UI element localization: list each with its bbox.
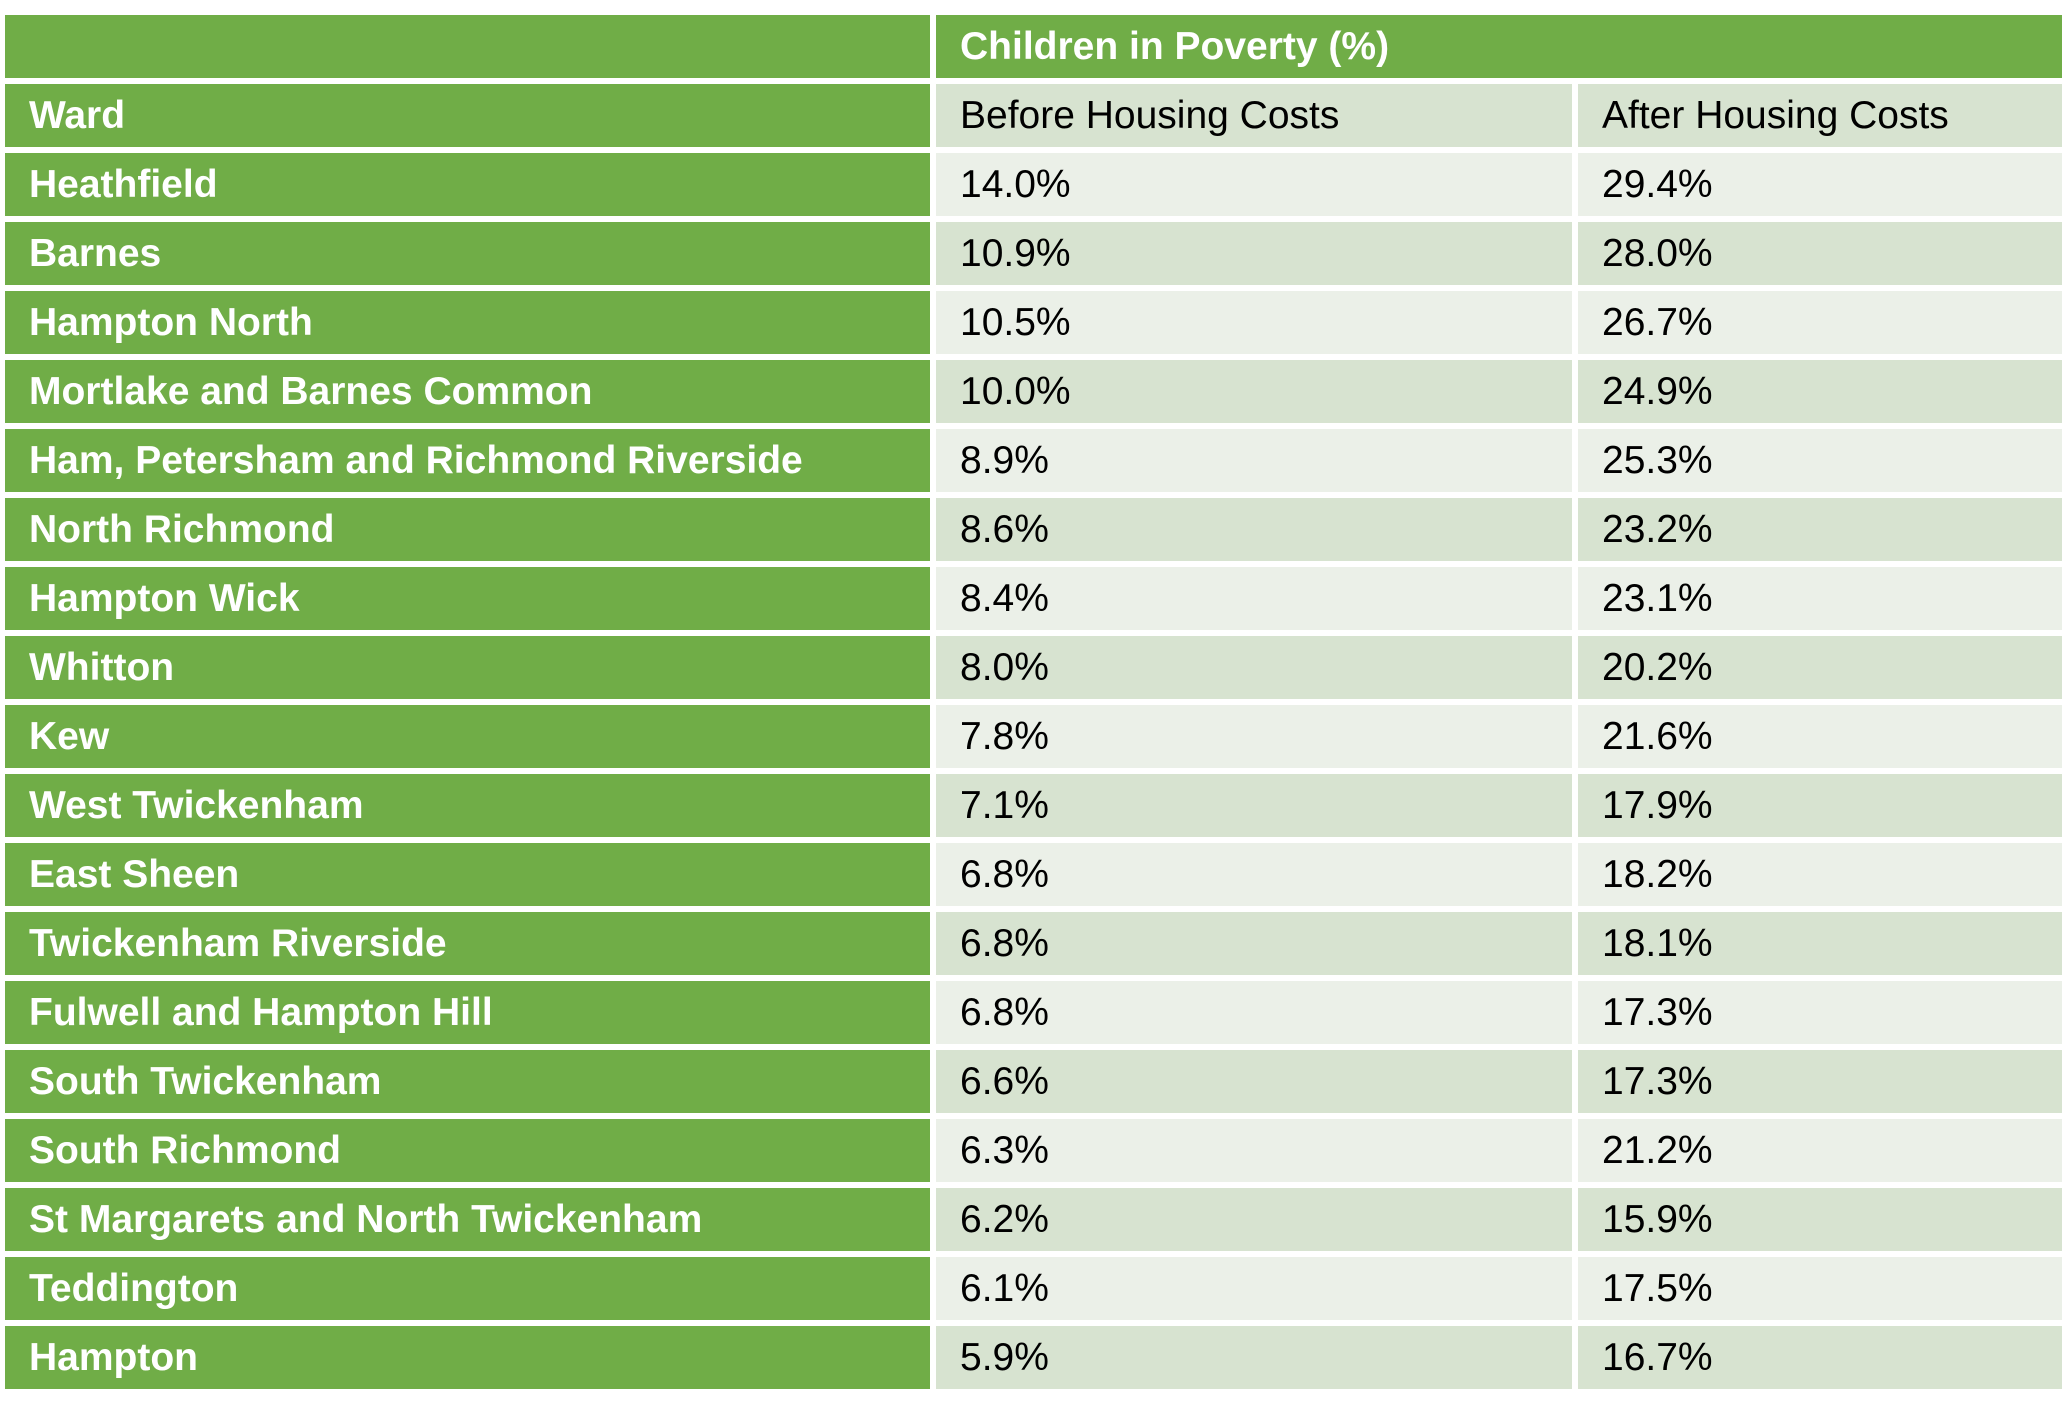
ward-name-cell: Hampton: [5, 1326, 930, 1389]
after-housing-costs-cell: 16.7%: [1578, 1326, 2062, 1389]
before-housing-costs-cell: 5.9%: [936, 1326, 1572, 1389]
table-row: St Margarets and North Twickenham 6.2% 15.…: [5, 1188, 2062, 1251]
before-housing-costs-cell: 8.9%: [936, 429, 1572, 492]
after-housing-costs-cell: 17.5%: [1578, 1257, 2062, 1320]
ward-name-cell: St Margarets and North Twickenham: [5, 1188, 930, 1251]
table-row: Heathfield 14.0% 29.4%: [5, 153, 2062, 216]
after-housing-costs-cell: 28.0%: [1578, 222, 2062, 285]
table-row: South Richmond 6.3% 21.2%: [5, 1119, 2062, 1182]
ward-name-cell: Mortlake and Barnes Common: [5, 360, 930, 423]
ward-name-cell: Kew: [5, 705, 930, 768]
before-housing-costs-cell: 6.8%: [936, 843, 1572, 906]
ward-name-cell: West Twickenham: [5, 774, 930, 837]
after-housing-costs-cell: 20.2%: [1578, 636, 2062, 699]
after-housing-costs-cell: 23.1%: [1578, 567, 2062, 630]
before-housing-costs-cell: 7.8%: [936, 705, 1572, 768]
before-housing-costs-cell: 6.2%: [936, 1188, 1572, 1251]
header-blank-cell: [5, 15, 930, 78]
ward-name-cell: Ham, Petersham and Richmond Riverside: [5, 429, 930, 492]
header-before-housing-costs: Before Housing Costs: [936, 84, 1572, 147]
table-row: Mortlake and Barnes Common 10.0% 24.9%: [5, 360, 2062, 423]
ward-name-cell: Heathfield: [5, 153, 930, 216]
before-housing-costs-cell: 8.4%: [936, 567, 1572, 630]
header-after-housing-costs: After Housing Costs: [1578, 84, 2062, 147]
before-housing-costs-cell: 8.0%: [936, 636, 1572, 699]
before-housing-costs-cell: 10.9%: [936, 222, 1572, 285]
after-housing-costs-cell: 15.9%: [1578, 1188, 2062, 1251]
after-housing-costs-cell: 17.3%: [1578, 1050, 2062, 1113]
table-row: Whitton 8.0% 20.2%: [5, 636, 2062, 699]
after-housing-costs-cell: 18.2%: [1578, 843, 2062, 906]
ward-name-cell: Hampton Wick: [5, 567, 930, 630]
table-row: Fulwell and Hampton Hill 6.8% 17.3%: [5, 981, 2062, 1044]
table-row: Twickenham Riverside 6.8% 18.1%: [5, 912, 2062, 975]
table-group-header-row: Children in Poverty (%): [5, 15, 2062, 78]
table-row: Teddington 6.1% 17.5%: [5, 1257, 2062, 1320]
table-row: Hampton Wick 8.4% 23.1%: [5, 567, 2062, 630]
before-housing-costs-cell: 6.3%: [936, 1119, 1572, 1182]
after-housing-costs-cell: 21.2%: [1578, 1119, 2062, 1182]
after-housing-costs-cell: 17.3%: [1578, 981, 2062, 1044]
after-housing-costs-cell: 24.9%: [1578, 360, 2062, 423]
table-row: Hampton North 10.5% 26.7%: [5, 291, 2062, 354]
before-housing-costs-cell: 10.5%: [936, 291, 1572, 354]
before-housing-costs-cell: 6.6%: [936, 1050, 1572, 1113]
after-housing-costs-cell: 17.9%: [1578, 774, 2062, 837]
table-row: Kew 7.8% 21.6%: [5, 705, 2062, 768]
ward-name-cell: South Richmond: [5, 1119, 930, 1182]
before-housing-costs-cell: 7.1%: [936, 774, 1572, 837]
before-housing-costs-cell: 6.1%: [936, 1257, 1572, 1320]
ward-name-cell: Teddington: [5, 1257, 930, 1320]
table-row: North Richmond 8.6% 23.2%: [5, 498, 2062, 561]
after-housing-costs-cell: 18.1%: [1578, 912, 2062, 975]
after-housing-costs-cell: 25.3%: [1578, 429, 2062, 492]
table-row: Barnes 10.9% 28.0%: [5, 222, 2062, 285]
ward-name-cell: Whitton: [5, 636, 930, 699]
before-housing-costs-cell: 6.8%: [936, 912, 1572, 975]
table-row: Hampton 5.9% 16.7%: [5, 1326, 2062, 1389]
table-row: South Twickenham 6.6% 17.3%: [5, 1050, 2062, 1113]
before-housing-costs-cell: 14.0%: [936, 153, 1572, 216]
after-housing-costs-cell: 29.4%: [1578, 153, 2062, 216]
ward-name-cell: Barnes: [5, 222, 930, 285]
after-housing-costs-cell: 26.7%: [1578, 291, 2062, 354]
table-body: Heathfield 14.0% 29.4% Barnes 10.9% 28.0% Hamp…: [5, 153, 2062, 1389]
before-housing-costs-cell: 10.0%: [936, 360, 1572, 423]
table-column-header-row: Ward Before Housing Costs After Housing …: [5, 84, 2062, 147]
table-row: Ham, Petersham and Richmond Riverside 8.9…: [5, 429, 2062, 492]
after-housing-costs-cell: 21.6%: [1578, 705, 2062, 768]
ward-name-cell: South Twickenham: [5, 1050, 930, 1113]
ward-name-cell: East Sheen: [5, 843, 930, 906]
before-housing-costs-cell: 8.6%: [936, 498, 1572, 561]
header-ward: Ward: [5, 84, 930, 147]
table-row: East Sheen 6.8% 18.2%: [5, 843, 2062, 906]
ward-name-cell: North Richmond: [5, 498, 930, 561]
poverty-table: Children in Poverty (%) Ward Before Hous…: [5, 15, 2062, 1395]
ward-name-cell: Fulwell and Hampton Hill: [5, 981, 930, 1044]
table-row: West Twickenham 7.1% 17.9%: [5, 774, 2062, 837]
ward-name-cell: Twickenham Riverside: [5, 912, 930, 975]
before-housing-costs-cell: 6.8%: [936, 981, 1572, 1044]
after-housing-costs-cell: 23.2%: [1578, 498, 2062, 561]
header-group-title: Children in Poverty (%): [936, 15, 2062, 78]
ward-name-cell: Hampton North: [5, 291, 930, 354]
